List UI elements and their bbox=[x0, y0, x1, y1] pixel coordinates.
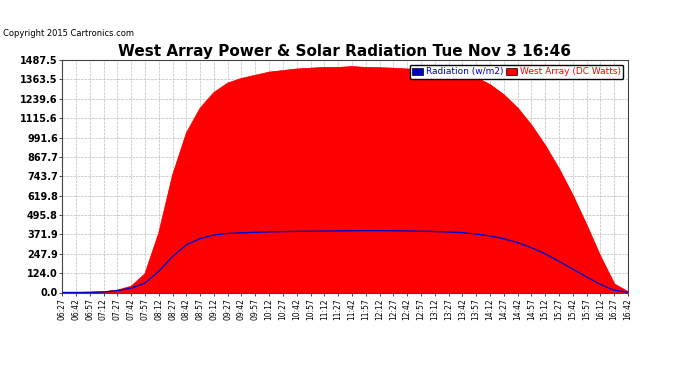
Text: Copyright 2015 Cartronics.com: Copyright 2015 Cartronics.com bbox=[3, 28, 135, 38]
Legend: Radiation (w/m2), West Array (DC Watts): Radiation (w/m2), West Array (DC Watts) bbox=[410, 64, 623, 79]
Title: West Array Power & Solar Radiation Tue Nov 3 16:46: West Array Power & Solar Radiation Tue N… bbox=[119, 44, 571, 59]
